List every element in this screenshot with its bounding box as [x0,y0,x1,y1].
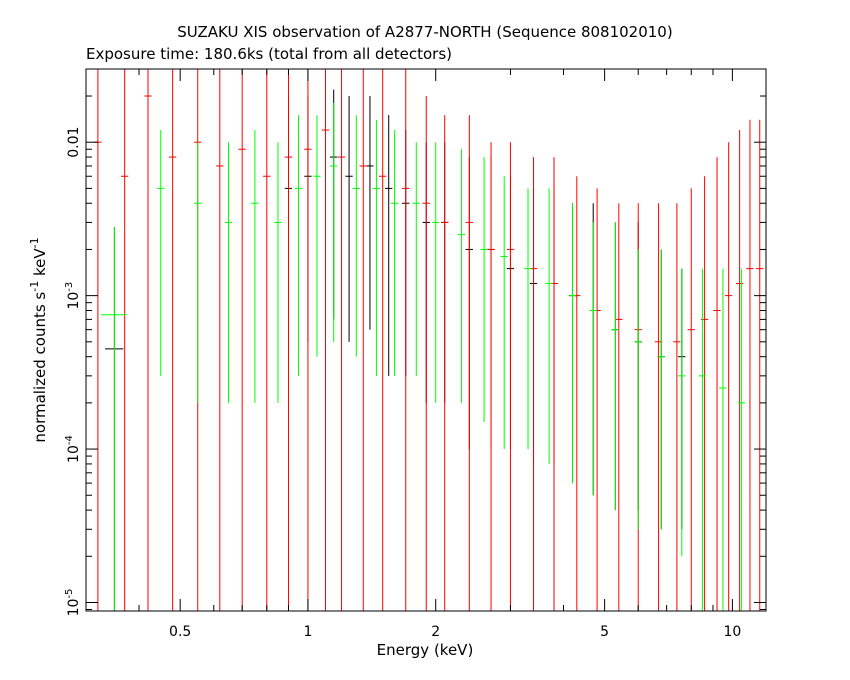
axis-ticks: 0.5 1 2 5 10 10-5 10-4 10-3 0.01 [64,68,766,640]
data-point [224,142,233,403]
series-2 [101,103,746,611]
data-point [550,157,558,611]
data-point [378,69,387,611]
series-0 [104,89,686,611]
chart-subtitle: Exposure time: 180.6ks (total from all d… [86,45,452,63]
data-point [431,142,440,403]
data-point [756,119,764,611]
data-point [385,115,393,376]
chart-title: SUZAKU XIS observation of A2877-NORTH (S… [177,23,672,41]
data-point [545,188,553,464]
data-point [321,69,330,611]
data-point [589,222,597,496]
series-1 [94,69,764,611]
data-point [412,142,420,376]
data-point [634,249,642,530]
y-tick-label: 10-5 [64,589,82,617]
x-tick-label: 10 [723,624,741,640]
data-point [352,115,360,357]
data-point [611,222,620,511]
data-point [101,227,127,611]
data-point [194,142,202,403]
data-point [366,96,374,330]
data-point [284,69,293,611]
data-point [440,115,449,611]
data-point [329,103,338,342]
data-point [274,142,282,403]
x-tick-label: 0.5 [169,624,191,640]
data-point [678,268,686,557]
data-point [304,69,312,611]
data-point [94,69,102,611]
plot-frame [85,68,767,612]
x-tick-label: 5 [600,624,609,640]
data-point [615,203,623,611]
data-point [657,249,665,530]
data-point [238,69,246,611]
data-point [487,142,495,611]
x-axis-label: Energy (keV) [377,641,474,659]
data-point [713,157,721,611]
data-point [724,142,733,611]
data-point [168,69,177,611]
y-axis-label: normalized counts s-1 keV-1 [28,237,49,442]
x-tick-label: 2 [431,624,440,640]
data-point [251,130,259,403]
y-tick-label: 0.01 [66,127,82,158]
data-point [719,268,727,611]
data-point [457,149,466,403]
data-point [568,203,577,484]
data-point [216,69,224,611]
data-point [687,188,695,611]
data-point [294,115,303,376]
y-tick-label: 10-4 [64,435,82,463]
data-point [157,130,165,376]
y-axis-label-exp2: -1 [28,237,41,248]
data-point [524,188,532,450]
data-point [120,69,129,611]
y-axis-label-mid: keV [31,248,49,281]
data-point [500,176,508,450]
data-point [144,69,152,611]
data-point [735,130,744,611]
data-point [480,157,488,423]
data-point [529,157,538,611]
data-point [506,142,515,611]
data-point [673,203,681,611]
data-point [737,268,746,611]
data-point [359,69,367,611]
data-point [345,96,353,342]
data-point [593,188,601,611]
data-point [422,96,430,611]
data-point [372,119,381,376]
data-series-layer [94,69,764,611]
data-point [313,115,321,357]
data-point [698,268,707,611]
data-point [402,69,410,611]
data-point [390,130,399,376]
data-point [746,119,754,611]
data-point [263,69,271,611]
data-point [337,69,346,611]
data-point [465,115,473,611]
data-point [573,176,581,611]
y-axis-label-exp1: -1 [28,281,41,292]
y-axis-label-main: normalized counts s [31,292,49,443]
x-tick-label: 1 [303,624,312,640]
y-tick-label: 10-3 [64,282,82,310]
